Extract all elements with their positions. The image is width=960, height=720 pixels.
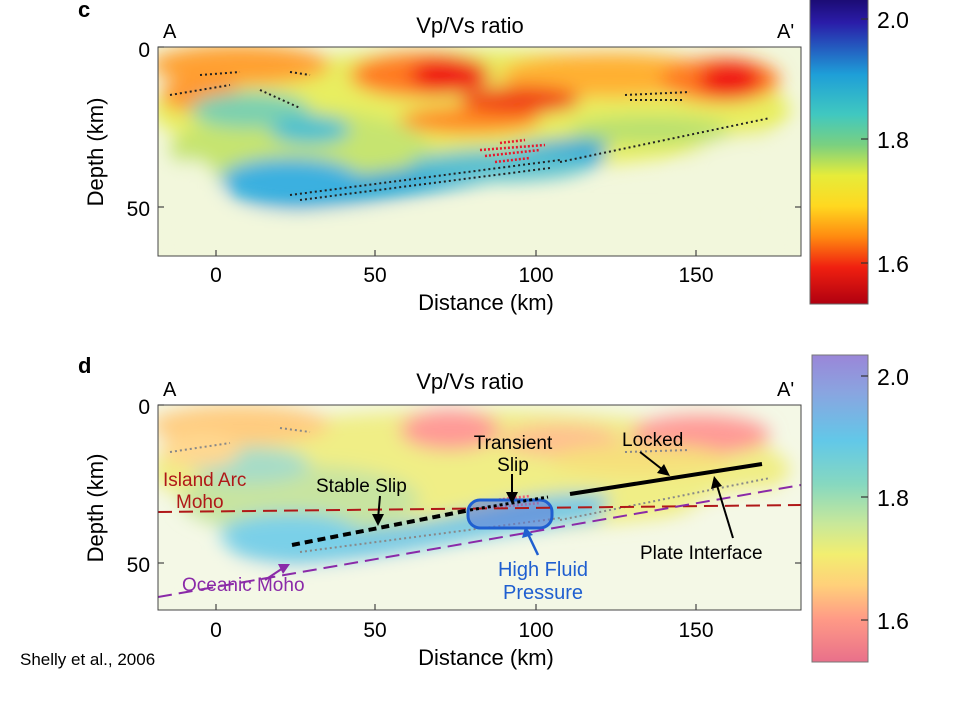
citation: Shelly et al., 2006 (20, 650, 156, 669)
vpvs-map-d (158, 405, 801, 610)
vpvs-map-c (158, 47, 801, 256)
x-tick-label: 100 (518, 264, 553, 287)
panel-title: Vp/Vs ratio (416, 13, 524, 38)
section-end-label: A' (777, 379, 794, 401)
high-fluid-pressure-zone (466, 498, 554, 530)
x-tick-label: 0 (210, 619, 222, 642)
oceanic-moho-line (158, 484, 801, 598)
section-end-label: A' (777, 21, 794, 43)
panel-letter: c (78, 0, 90, 22)
panel-d: d A Vp/Vs ratio A' (78, 353, 909, 670)
x-tick-label: 100 (518, 619, 553, 642)
colorbar-tick-label: 1.6 (877, 608, 909, 634)
colorbar-c (809, 0, 869, 305)
panel-title: Vp/Vs ratio (416, 369, 524, 394)
panel-letter: d (78, 353, 91, 378)
axis-ticks-c (158, 46, 801, 256)
earthquake-dots-c (169, 71, 771, 201)
y-tick-label: 0 (138, 396, 150, 419)
earthquake-dots-d (169, 427, 771, 553)
colorbar-tick-label: 2.0 (877, 364, 909, 390)
x-axis-label: Distance (km) (418, 645, 554, 670)
transient-slip-label: Transient Slip (474, 433, 553, 476)
red-event-cluster-c (479, 138, 546, 164)
locked-line (569, 462, 763, 496)
x-tick-label: 50 (363, 264, 386, 287)
y-axis-label: Depth (km) (83, 454, 108, 563)
plot-frame (157, 46, 802, 257)
axis-ticks-d (158, 404, 801, 610)
colorbar-tick-label: 1.8 (877, 127, 909, 153)
island-arc-moho-line (158, 504, 801, 513)
y-axis-label: Depth (km) (83, 98, 108, 207)
plot-frame (157, 404, 802, 611)
colorbar-tick-label: 1.6 (877, 251, 909, 277)
colorbar-d (811, 354, 869, 663)
colorbar-tick-label: 1.8 (877, 485, 909, 511)
locked-label: Locked (622, 430, 683, 451)
colorbar-tick-label: 2.0 (877, 7, 909, 33)
section-start-label: A (163, 21, 177, 43)
y-tick-label: 0 (138, 39, 150, 62)
section-start-label: A (163, 379, 177, 401)
x-tick-label: 0 (210, 264, 222, 287)
high-fluid-pressure-label: High Fluid Pressure (498, 559, 588, 604)
x-tick-label: 150 (678, 264, 713, 287)
x-tick-label: 50 (363, 619, 386, 642)
oceanic-moho-label: Oceanic Moho (182, 575, 305, 596)
plate-interface-label: Plate Interface (640, 543, 763, 564)
panel-c: c A Vp/Vs ratio A' (78, 0, 909, 315)
stable-slip-label: Stable Slip (316, 476, 407, 497)
annotation-arrows (264, 451, 734, 581)
x-tick-label: 150 (678, 619, 713, 642)
x-axis-label: Distance (km) (418, 290, 554, 315)
island-arc-moho-label: Island Arc Moho (163, 470, 246, 513)
transient-slip-line (469, 495, 549, 512)
stable-slip-line (291, 508, 471, 547)
y-tick-label: 50 (127, 554, 150, 577)
y-tick-label: 50 (127, 198, 150, 221)
